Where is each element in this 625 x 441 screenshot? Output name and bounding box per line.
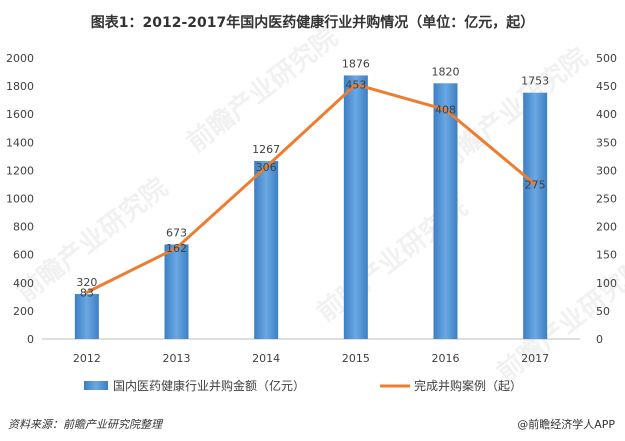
x-tick-label: 2013 xyxy=(163,352,191,365)
y-left-tick-label: 1400 xyxy=(6,136,34,149)
y-left-tick-label: 200 xyxy=(13,305,34,318)
bar xyxy=(254,160,279,339)
line-series xyxy=(85,82,537,294)
y-right-tick-label: 500 xyxy=(596,52,617,65)
y-left-tick-label: 1800 xyxy=(6,80,34,93)
line-value-label: 453 xyxy=(345,78,366,91)
bar-value-label: 1753 xyxy=(521,75,549,88)
chart-title: 图表1：2012-2017年国内医药健康行业并购情况（单位：亿元，起） xyxy=(90,15,535,31)
line-value-label: 162 xyxy=(166,242,187,255)
line-value-label: 408 xyxy=(435,104,456,117)
y-left-tick-label: 1600 xyxy=(6,108,34,121)
y-right-tick-label: 200 xyxy=(596,221,617,234)
y-left-tick-label: 1200 xyxy=(6,164,34,177)
y-left-tick-label: 800 xyxy=(13,221,34,234)
bar xyxy=(343,75,368,339)
y-right-tick-label: 350 xyxy=(596,136,617,149)
legend-bar-label: 国内医药健康行业并购金额（亿元） xyxy=(113,378,305,393)
y-right-tick-label: 100 xyxy=(596,277,617,290)
y-right-tick-label: 250 xyxy=(596,193,617,206)
y-left-tick-label: 600 xyxy=(13,249,34,262)
y-right-tick-label: 300 xyxy=(596,164,617,177)
x-tick-label: 2015 xyxy=(342,352,370,365)
x-tick-label: 2017 xyxy=(521,352,549,365)
bar-value-label: 1876 xyxy=(342,57,370,70)
bar-value-label: 320 xyxy=(76,276,97,289)
x-tick-label: 2014 xyxy=(252,352,280,365)
bar xyxy=(523,92,548,340)
line-value-label: 306 xyxy=(256,161,277,174)
legend-line-label: 完成并购案例（起） xyxy=(414,378,522,393)
bar-value-label: 1820 xyxy=(432,65,460,78)
y-right-tick-label: 50 xyxy=(596,305,610,318)
bar xyxy=(433,83,458,339)
y-left-tick-label: 2000 xyxy=(6,52,34,65)
y-right-tick-label: 400 xyxy=(596,108,617,121)
source-note: 资料来源：前瞻产业研究院整理 xyxy=(8,418,162,431)
legend-bar-swatch xyxy=(84,381,108,390)
bar-value-label: 673 xyxy=(166,226,187,239)
x-tick-label: 2016 xyxy=(432,352,460,365)
line-value-label: 83 xyxy=(80,286,94,299)
line-value-label: 275 xyxy=(525,178,546,191)
y-left-tick-label: 400 xyxy=(13,277,34,290)
y-right-tick-label: 0 xyxy=(596,333,603,346)
y-right-tick-label: 450 xyxy=(596,80,617,93)
bar xyxy=(74,294,99,339)
y-left-tick-label: 0 xyxy=(27,333,34,346)
bar-value-label: 1267 xyxy=(252,143,280,156)
bar xyxy=(164,244,189,339)
x-tick-label: 2012 xyxy=(73,352,101,365)
y-left-tick-label: 1000 xyxy=(6,193,34,206)
brand-note: @前瞻经济学人APP xyxy=(517,418,615,431)
y-right-tick-label: 150 xyxy=(596,249,617,262)
